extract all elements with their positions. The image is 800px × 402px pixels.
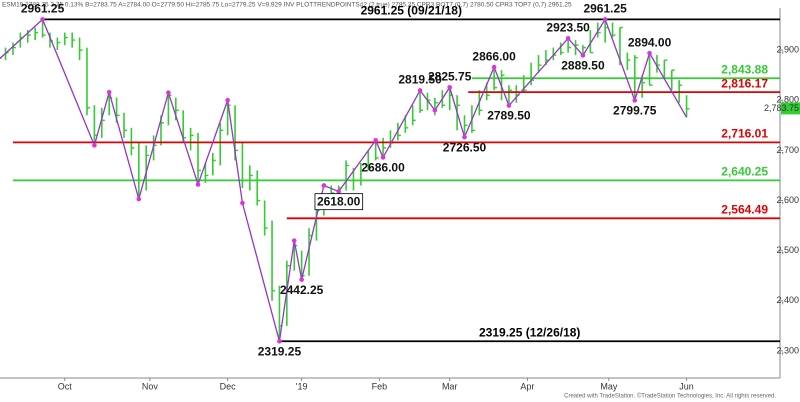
swing-point — [336, 189, 341, 194]
swing-point — [136, 196, 142, 202]
swing-point — [580, 53, 586, 58]
level-label: 2,816.17 — [721, 76, 768, 90]
swing-point — [291, 238, 297, 243]
x-tick-label: Mar — [442, 381, 458, 391]
last-price-box — [781, 102, 800, 115]
level-label: 2,564.49 — [721, 202, 768, 216]
y-tick-label: 2,500 — [776, 245, 799, 255]
x-tick-label: Jun — [679, 381, 694, 391]
y-tick-label: 2,300 — [776, 345, 799, 355]
annotation: 2726.50 — [443, 140, 487, 154]
annotation: 2961.25 — [583, 2, 627, 16]
annotation: 2894.00 — [628, 35, 672, 49]
annotation: 2819.50 — [398, 73, 442, 87]
swing-point — [417, 88, 423, 93]
swing-point — [166, 90, 171, 96]
swing-point — [565, 36, 571, 41]
footer: Created with TradeStation. ©TradeStation… — [564, 393, 776, 400]
annotation: 2442.25 — [280, 283, 324, 297]
level-label: 2,640.25 — [721, 165, 768, 179]
swing-point — [462, 134, 467, 140]
annotation-box — [314, 193, 364, 211]
annotation: 2923.50 — [546, 21, 590, 35]
level-label: 2,716.01 — [721, 127, 768, 141]
x-tick-label: Nov — [142, 381, 159, 391]
annotation: 2889.50 — [561, 59, 605, 73]
y-tick-label: 2,400 — [776, 295, 799, 305]
last-price-label: 2,783.75 — [764, 103, 799, 113]
y-tick-label: 2,900 — [776, 44, 799, 54]
annotation: 2866.00 — [472, 49, 516, 63]
level-label: 2319.25 (12/26/18) — [479, 325, 580, 339]
annotation: 2961.25 — [21, 2, 65, 16]
swing-point — [491, 64, 497, 70]
level-label: 2961.25 (09/21/18) — [361, 4, 462, 18]
y-tick-label: 2,600 — [776, 195, 799, 205]
swing-point — [299, 277, 304, 282]
annotation: 2825.75 — [428, 70, 472, 84]
x-tick-label: Apr — [520, 381, 534, 391]
swing-point — [380, 155, 386, 160]
y-tick-label: 2,700 — [776, 145, 799, 155]
level-label: 2,843.88 — [721, 62, 768, 76]
annotation: 2789.50 — [487, 109, 531, 123]
swing-line — [0, 17, 688, 342]
x-tick-label: Dec — [220, 381, 237, 391]
y-tick-label: 2,800 — [776, 95, 799, 105]
swing-point — [195, 182, 201, 187]
swing-point — [240, 200, 245, 206]
x-tick-label: May — [600, 381, 618, 391]
swing-point — [106, 89, 112, 95]
x-tick-label: Feb — [372, 381, 388, 391]
header: ESM19 2783.75 3.75 0.13% B=2783.75 A=278… — [2, 2, 572, 9]
swing-point — [506, 103, 512, 108]
swing-point — [321, 183, 327, 188]
annotation: 2319.25 — [258, 344, 302, 358]
swing-point — [277, 338, 282, 344]
swing-point — [602, 17, 608, 22]
annotation: 2799.75 — [613, 104, 657, 118]
swing-point — [40, 17, 45, 22]
x-tick-label: '19 — [296, 381, 308, 391]
annotation: 2686.00 — [361, 161, 405, 175]
swing-point — [432, 107, 438, 113]
swing-point — [447, 85, 452, 90]
swing-point — [373, 138, 378, 143]
swing-point — [647, 50, 652, 56]
annotation: 2618.00 — [317, 195, 361, 209]
swing-point — [632, 98, 638, 103]
swing-point — [225, 97, 230, 103]
x-tick-label: Oct — [58, 381, 73, 391]
swing-point — [92, 143, 97, 148]
